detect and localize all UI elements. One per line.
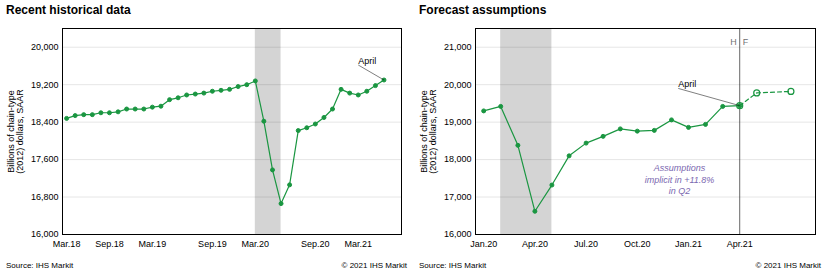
html-text:© 2021 IHS Markit: © 2021 IHS Markit [341, 260, 407, 270]
svg-text:18,000: 18,000 [444, 154, 472, 164]
svg-text:April: April [358, 56, 376, 66]
svg-text:16,800: 16,800 [31, 192, 59, 202]
svg-text:Sep.18: Sep.18 [95, 239, 124, 249]
svg-text:Assumptionsimplicit in +11.8%i: Assumptionsimplicit in +11.8%in Q2 [645, 163, 715, 196]
html-text:Source: IHS Markit: Source: IHS Markit [419, 260, 487, 270]
svg-text:Mar.21: Mar.21 [345, 239, 373, 249]
svg-text:Sep.19: Sep.19 [198, 239, 227, 249]
svg-text:19,200: 19,200 [31, 80, 59, 90]
svg-text:17,000: 17,000 [444, 192, 472, 202]
svg-text:Billions of chain-type(2012) d: Billions of chain-type(2012) dollars, SA… [6, 89, 25, 174]
svg-text:Billions of chain-type(2012) d: Billions of chain-type(2012) dollars, SA… [419, 89, 438, 174]
svg-text:17,600: 17,600 [31, 154, 59, 164]
svg-text:Mar.18: Mar.18 [53, 239, 81, 249]
svg-text:Jan.20: Jan.20 [470, 239, 497, 249]
html-text:Forecast assumptions: Forecast assumptions [419, 3, 547, 17]
svg-text:April: April [678, 79, 696, 89]
svg-text:Jan.21: Jan.21 [675, 239, 702, 249]
html-text:Recent historical data: Recent historical data [6, 3, 131, 17]
svg-text:Apr.20: Apr.20 [522, 239, 548, 249]
svg-text:16,000: 16,000 [31, 229, 59, 239]
svg-text:H: H [730, 37, 737, 47]
html-text:© 2021 IHS Markit: © 2021 IHS Markit [755, 260, 821, 270]
svg-text:20,000: 20,000 [31, 42, 59, 52]
html-text:Source: IHS Markit: Source: IHS Markit [6, 260, 74, 270]
svg-text:19,000: 19,000 [444, 117, 472, 127]
svg-text:21,000: 21,000 [444, 42, 472, 52]
svg-text:Oct.20: Oct.20 [624, 239, 651, 249]
svg-text:20,000: 20,000 [444, 80, 472, 90]
svg-text:Mar.20: Mar.20 [242, 239, 270, 249]
svg-text:F: F [743, 37, 749, 47]
svg-text:Apr.21: Apr.21 [727, 239, 753, 249]
svg-text:18,400: 18,400 [31, 117, 59, 127]
svg-text:Mar.19: Mar.19 [139, 239, 167, 249]
svg-text:Jul.20: Jul.20 [574, 239, 598, 249]
svg-text:16,000: 16,000 [444, 229, 472, 239]
svg-text:Sep.20: Sep.20 [301, 239, 330, 249]
